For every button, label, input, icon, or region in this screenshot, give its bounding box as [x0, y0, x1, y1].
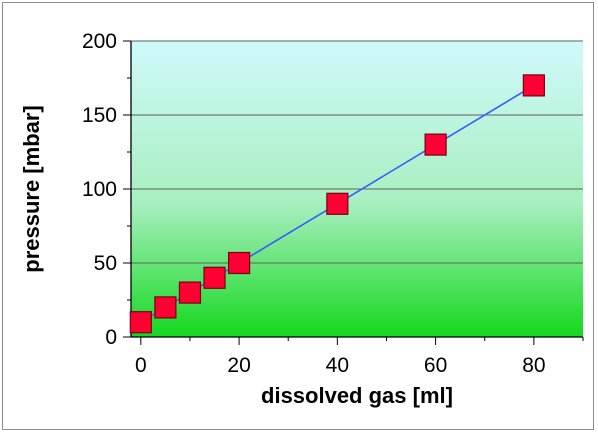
tick-labels: 0 50 100 150 200 0 20 40 60 80: [82, 30, 546, 377]
x-tick-label-0: 0: [135, 354, 147, 377]
data-point-40: [326, 192, 349, 215]
data-point-60: [424, 133, 447, 156]
y-tick-label-50: 50: [94, 252, 117, 275]
y-tick-label-100: 100: [82, 178, 117, 201]
data-point-10: [178, 281, 202, 304]
data-point-80: [522, 74, 545, 97]
y-tick-label-150: 150: [82, 104, 117, 127]
x-axis-title: dissolved gas [ml]: [261, 383, 453, 408]
data-point-0: [129, 311, 152, 334]
data-point-15: [203, 266, 226, 289]
gridlines: [131, 40, 583, 264]
data-points: [129, 74, 545, 334]
x-tick-label-40: 40: [326, 354, 349, 377]
chart-canvas: 0 50 100 150 200 0 20 40 60 80 dissolved gas [ml]…: [19, 30, 584, 408]
data-point-20: [227, 251, 251, 275]
x-tick-label-20: 20: [227, 354, 250, 377]
y-axis-title: pressure [mbar]: [19, 105, 44, 273]
x-tick-label-60: 60: [424, 354, 447, 377]
chart-frame: 0 50 100 150 200 0 20 40 60 80 dissolved gas [ml]…: [2, 2, 594, 430]
y-tick-label-200: 200: [82, 30, 117, 53]
y-tick-label-0: 0: [105, 326, 117, 349]
axes: [123, 40, 584, 345]
data-point-5: [154, 296, 177, 319]
x-tick-label-80: 80: [522, 354, 545, 377]
